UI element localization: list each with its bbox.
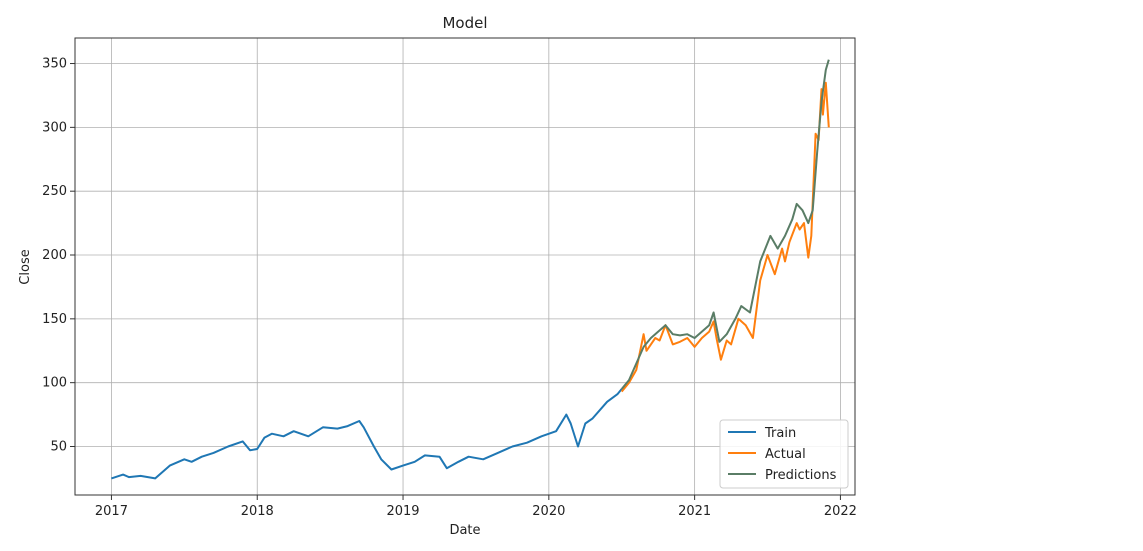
series-layer [111, 59, 830, 480]
series-line-actual [620, 81, 830, 393]
y-tick-label: 350 [42, 57, 67, 72]
plot-frame [74, 37, 856, 496]
series-line-train [111, 388, 623, 480]
x-tick-label: 2019 [386, 504, 419, 519]
y-axis: 50 100 150 200 250 300 350 [42, 57, 75, 454]
x-tick-label: 2021 [678, 504, 711, 519]
chart-title: Model [442, 14, 487, 32]
y-tick-label: 50 [50, 439, 67, 454]
x-tick-label: 2020 [532, 504, 565, 519]
y-axis-label: Close [18, 249, 33, 284]
y-tick-label: 200 [42, 248, 67, 263]
y-tick-label: 150 [42, 312, 67, 327]
legend-label: Predictions [765, 468, 837, 483]
series-line-predictions [620, 59, 830, 390]
x-axis: 2017 2018 2019 2020 2021 2022 [95, 495, 857, 519]
x-tick-label: 2017 [95, 504, 128, 519]
legend-label: Actual [765, 447, 806, 462]
legend-label: Train [764, 426, 796, 441]
x-tick-label: 2018 [241, 504, 274, 519]
legend: Train Actual Predictions [719, 419, 849, 489]
legend-box [719, 419, 849, 489]
x-axis-label: Date [449, 523, 480, 538]
y-tick-label: 250 [42, 184, 67, 199]
y-tick-label: 300 [42, 120, 67, 135]
y-tick-label: 100 [42, 376, 67, 391]
x-tick-label: 2022 [824, 504, 857, 519]
grid [75, 38, 855, 495]
